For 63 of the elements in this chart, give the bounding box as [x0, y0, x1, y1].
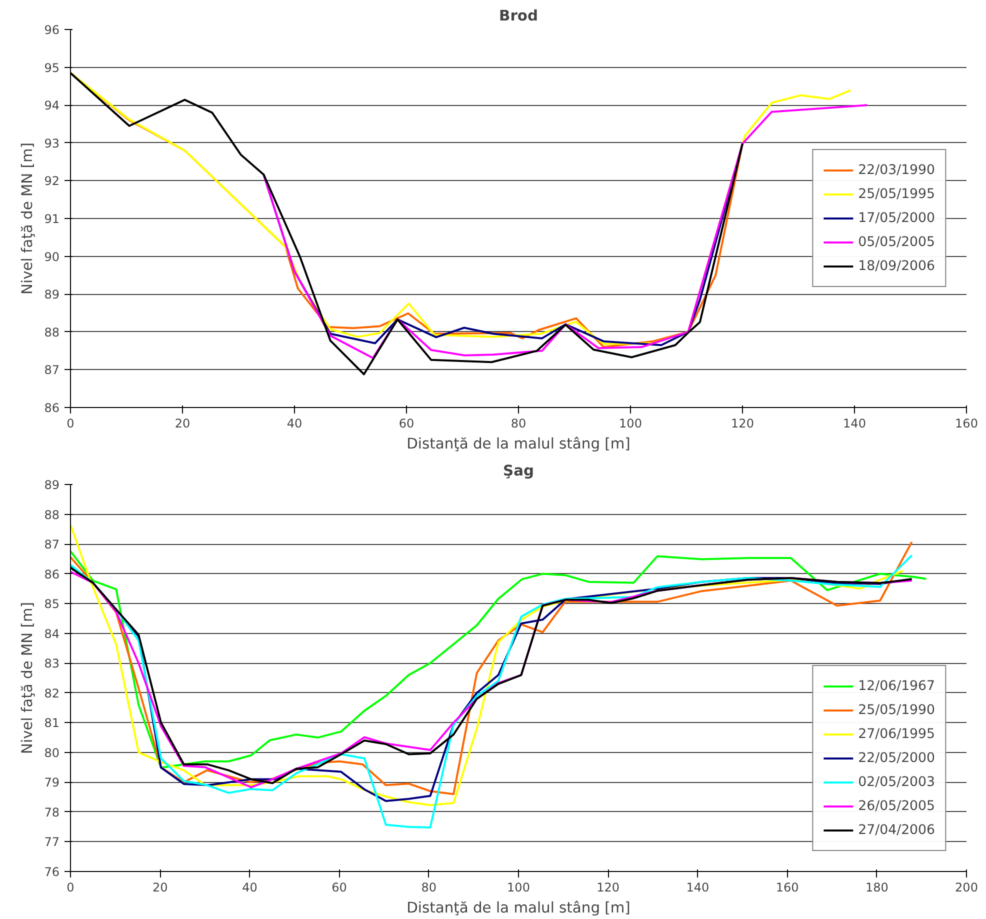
legend-label: 25/05/1995: [858, 186, 935, 202]
legend-label: 12/06/1967: [858, 678, 935, 694]
y-tick-label: 83: [44, 656, 60, 671]
y-tick-label: 81: [44, 716, 60, 730]
y-tick-label: 89: [44, 478, 60, 492]
x-tick-label: 120: [731, 416, 754, 430]
legend-label: 05/05/2005: [858, 234, 935, 250]
x-tick-label: 140: [843, 416, 866, 430]
legend-label: 27/06/1995: [858, 726, 935, 742]
x-tick-label: 100: [507, 880, 530, 894]
legend-label: 25/05/1990: [858, 702, 935, 718]
legend-label: 02/05/2003: [858, 774, 935, 790]
y-tick-label: 94: [44, 98, 60, 113]
legend-label: 22/03/1990: [858, 162, 935, 178]
legend-label: 22/05/2000: [858, 750, 935, 766]
y-tick-label: 88: [44, 325, 60, 340]
y-tick-label: 80: [44, 746, 60, 760]
y-tick-label: 79: [44, 776, 60, 790]
chart-title: Şag: [503, 462, 534, 480]
y-tick-label: 92: [44, 174, 60, 188]
y-tick-label: 84: [44, 626, 60, 641]
x-tick-label: 60: [398, 416, 414, 430]
x-tick-label: 80: [421, 880, 437, 894]
x-tick-label: 180: [865, 880, 888, 894]
y-tick-label: 96: [44, 23, 60, 37]
y-tick-label: 88: [44, 508, 60, 522]
y-tick-label: 90: [44, 250, 60, 264]
legend-label: 18/09/2006: [858, 258, 935, 274]
x-tick-label: 40: [242, 880, 258, 894]
legend-label: 17/05/2000: [858, 210, 935, 226]
legend-label: 27/04/2006: [858, 822, 935, 838]
x-tick-label: 80: [510, 416, 526, 430]
x-tick-label: 160: [955, 416, 978, 430]
x-axis-title: Distanţă de la malul stâng [m]: [406, 900, 630, 916]
y-tick-label: 77: [44, 835, 60, 850]
y-tick-label: 85: [44, 597, 60, 612]
x-tick-label: 0: [66, 880, 74, 894]
x-tick-label: 40: [286, 416, 302, 430]
y-tick-label: 78: [44, 805, 60, 820]
legend-label: 26/05/2005: [858, 798, 935, 814]
y-tick-label: 86: [44, 401, 60, 415]
y-tick-label: 89: [44, 288, 60, 302]
x-tick-label: 200: [955, 880, 978, 894]
y-tick-label: 82: [44, 686, 60, 700]
x-tick-label: 20: [174, 416, 190, 430]
y-tick-label: 86: [44, 567, 60, 582]
y-tick-label: 95: [44, 60, 60, 75]
x-tick-label: 120: [596, 880, 620, 894]
x-tick-label: 20: [152, 880, 168, 894]
y-tick-label: 91: [44, 212, 60, 226]
y-tick-label: 76: [44, 865, 60, 879]
y-tick-label: 87: [44, 538, 60, 552]
x-tick-label: 60: [332, 880, 347, 894]
x-tick-label: 160: [776, 880, 799, 894]
y-tick-label: 87: [44, 363, 60, 378]
x-tick-label: 100: [619, 416, 642, 430]
x-axis-title: Distanţă de la malul stâng [m]: [406, 436, 630, 452]
x-tick-label: 0: [66, 416, 74, 430]
y-tick-label: 93: [44, 136, 60, 150]
y-axis-title: Nivel faţă de MN [m]: [19, 142, 36, 294]
chart-title: Brod: [499, 8, 538, 24]
y-axis-title: Nivel faţă de MN [m]: [19, 602, 36, 754]
x-tick-label: 140: [686, 880, 710, 894]
